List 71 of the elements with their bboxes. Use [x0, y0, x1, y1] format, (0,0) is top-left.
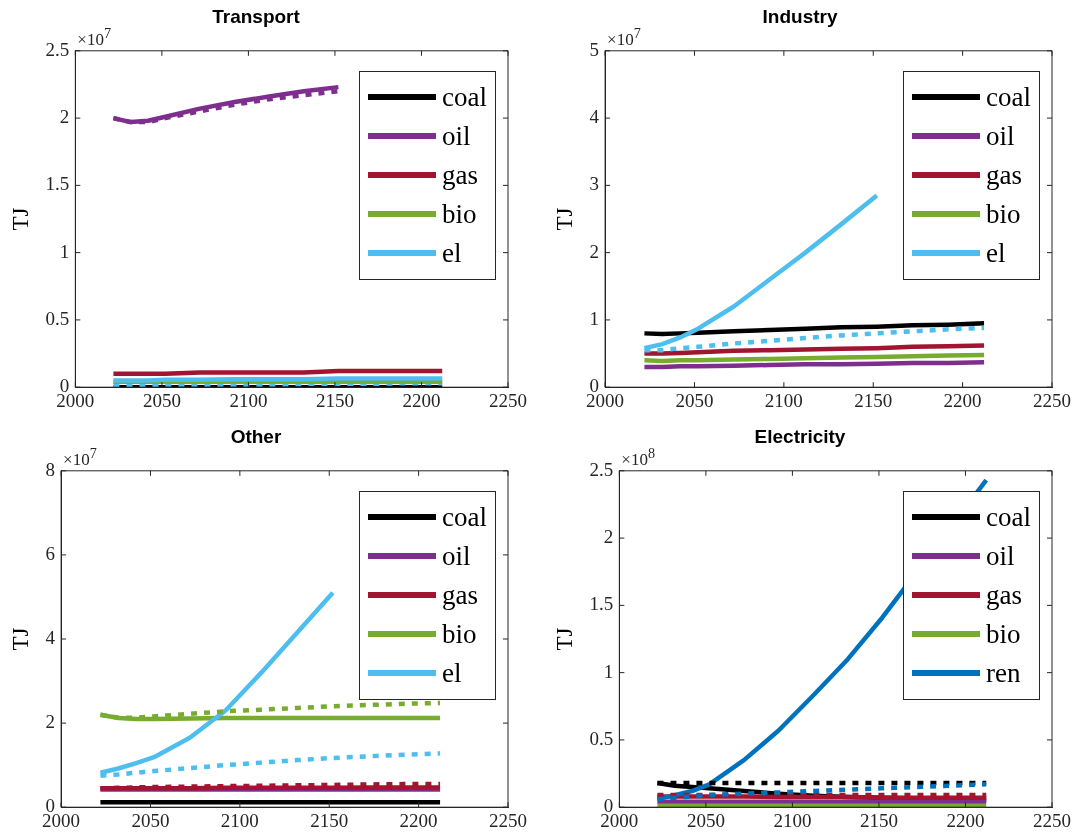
y-axis-title: TJ — [551, 627, 577, 651]
legend-label: coal — [442, 501, 487, 533]
text: ×10$^{7}$ — [77, 24, 112, 50]
chart-title: Industry — [762, 5, 838, 27]
x-tick-label: 2250 — [1033, 389, 1071, 411]
x-tick-label: 2200 — [399, 809, 438, 831]
x-tick-label: 2050 — [675, 389, 714, 411]
text: ×10$^{7}$ — [607, 24, 641, 50]
y-tick-label: 2.5 — [45, 38, 70, 60]
legend-label: ren — [986, 657, 1021, 689]
y-tick-label: 2 — [603, 526, 614, 548]
x-tick-label: 2100 — [773, 809, 812, 831]
text: ×10$^{8}$ — [621, 444, 656, 470]
legend-label: oil — [442, 120, 471, 152]
y-tick-label: 2 — [589, 240, 600, 262]
x-tick-label: 2200 — [943, 389, 982, 411]
legend-label: gas — [986, 579, 1022, 611]
y-tick-label: 1 — [59, 240, 70, 262]
legend-label: bio — [986, 618, 1021, 650]
legend-label: el — [442, 237, 462, 269]
x-tick-label: 2200 — [402, 389, 441, 411]
legend-label: gas — [442, 579, 478, 611]
legend-label: oil — [986, 540, 1015, 572]
y-tick-label: 8 — [45, 458, 56, 480]
y-tick-label: 2.5 — [589, 458, 614, 480]
y-tick-label: 4 — [45, 626, 56, 648]
y-tick-label: 0.5 — [45, 307, 70, 329]
x-tick-label: 2250 — [489, 809, 527, 831]
x-tick-label: 2250 — [489, 389, 527, 411]
x-tick-label: 2050 — [142, 389, 181, 411]
y-tick-label: 6 — [45, 542, 56, 564]
x-tick-label: 2050 — [686, 809, 725, 831]
y-tick-label: 2 — [59, 106, 70, 128]
y-tick-label: 4 — [589, 106, 600, 128]
x-tick-label: 2150 — [854, 389, 893, 411]
legend-label: coal — [986, 81, 1031, 113]
y-axis-title: TJ — [7, 627, 33, 651]
legend-label: bio — [442, 618, 477, 650]
y-tick-label: 5 — [589, 38, 600, 60]
y-tick-label: 1 — [589, 307, 600, 329]
text: ×10$^{7}$ — [63, 444, 97, 470]
x-tick-label: 2100 — [220, 809, 259, 831]
y-tick-label: 1 — [603, 660, 614, 682]
y-tick-label: 3 — [589, 173, 600, 195]
legend-label: gas — [986, 159, 1022, 191]
legend-label: oil — [442, 540, 471, 572]
x-tick-label: 2150 — [859, 809, 898, 831]
y-axis-title: TJ — [7, 207, 33, 231]
y-tick-label: 2 — [45, 711, 56, 733]
x-tick-label: 2200 — [946, 809, 985, 831]
legend-label: bio — [442, 198, 477, 230]
y-tick-label: 1.5 — [589, 593, 614, 615]
legend-label: bio — [986, 198, 1021, 230]
legend-label: el — [442, 657, 462, 689]
x-tick-label: 2150 — [310, 809, 349, 831]
legend-label: coal — [986, 501, 1031, 533]
legend-label: gas — [442, 159, 478, 191]
legend-label: coal — [442, 81, 487, 113]
y-tick-label: 0.5 — [589, 727, 614, 749]
chart-title: Other — [230, 425, 282, 447]
x-tick-label: 2150 — [315, 389, 354, 411]
chart-title: Transport — [212, 5, 301, 27]
legend-label: el — [986, 237, 1006, 269]
legend-label: oil — [986, 120, 1015, 152]
x-tick-label: 2100 — [764, 389, 803, 411]
y-axis-title: TJ — [551, 207, 577, 231]
x-tick-label: 2050 — [131, 809, 170, 831]
x-tick-label: 2250 — [1033, 809, 1071, 831]
x-tick-label: 2100 — [229, 389, 268, 411]
chart-title: Electricity — [754, 425, 846, 447]
y-tick-label: 1.5 — [45, 173, 70, 195]
